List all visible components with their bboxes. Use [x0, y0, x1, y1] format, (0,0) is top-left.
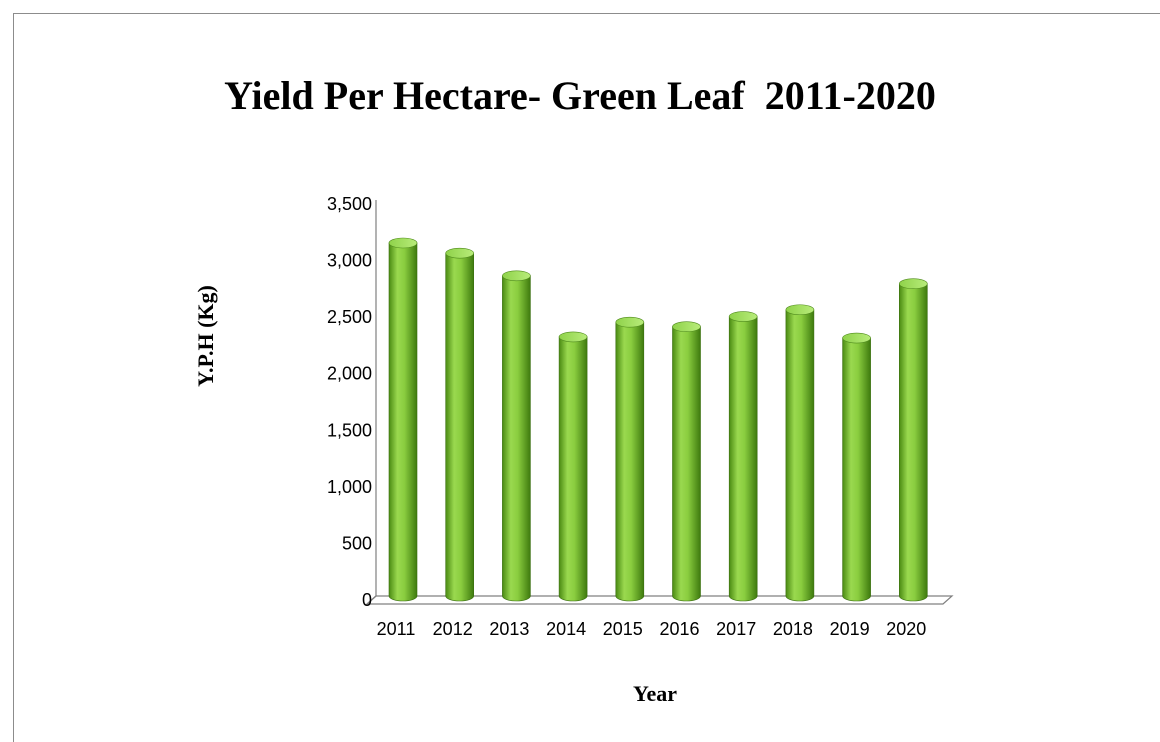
y-tick-label: 500 [342, 533, 372, 553]
bar [785, 304, 815, 602]
bar [502, 270, 531, 602]
y-tick-label: 2,000 [327, 364, 372, 384]
bar [898, 278, 928, 602]
bar [558, 331, 588, 602]
bar-body [502, 275, 531, 602]
bar [672, 321, 701, 602]
y-axis-depth-line [366, 595, 377, 605]
bar-body [445, 252, 474, 602]
bar-cap [502, 270, 531, 282]
bar [445, 247, 475, 602]
chart-title: Yield Per Hectare- Green Leaf 2011-2020 [224, 73, 936, 118]
y-tick-label: 3,000 [327, 251, 372, 271]
x-tick-label: 2018 [773, 619, 813, 639]
bar-cap [445, 247, 475, 259]
bar-body [672, 326, 701, 602]
x-tick-label: 2020 [886, 619, 926, 639]
y-tick-label: 1,500 [327, 420, 372, 440]
bar-body [842, 337, 871, 602]
bar-body [728, 316, 758, 602]
bar [728, 311, 758, 602]
y-tick-label: 0 [362, 590, 372, 610]
bars [388, 237, 928, 602]
y-tick-label: 2,500 [327, 307, 372, 327]
x-tick-label: 2013 [489, 619, 529, 639]
bar [842, 332, 871, 602]
y-tick-labels: 0 500 1,000 1,500 2,000 2,500 3,000 3,500 [327, 194, 372, 610]
bar-cap [672, 321, 701, 333]
x-tick-label: 2017 [716, 619, 756, 639]
bar-body [785, 309, 815, 602]
bar-cap [558, 331, 588, 343]
chart-frame [13, 13, 1160, 742]
x-tick-labels: 2011 2012 2013 2014 2015 2016 2017 2018 2019 2020 [377, 619, 927, 639]
bar-body [615, 321, 645, 602]
bar-body [899, 283, 928, 602]
bar-body [388, 242, 418, 602]
bar-cap [842, 332, 871, 344]
bar-body [558, 336, 588, 602]
x-tick-label: 2014 [546, 619, 586, 639]
y-axis [366, 200, 377, 605]
bar-cap [898, 278, 928, 290]
x-tick-label: 2012 [433, 619, 473, 639]
x-tick-label: 2019 [830, 619, 870, 639]
x-tick-label: 2011 [377, 619, 416, 639]
x-tick-label: 2015 [603, 619, 643, 639]
bar-cap [728, 311, 758, 322]
bar [388, 237, 418, 602]
y-tick-label: 1,000 [327, 477, 372, 497]
y-tick-label: 3,500 [327, 194, 372, 214]
bar-cap [615, 316, 645, 328]
x-axis-title: Year [633, 681, 677, 706]
y-axis-title: Y.P.H (Kg) [193, 285, 218, 387]
bar [615, 316, 645, 602]
x-tick-label: 2016 [659, 619, 699, 639]
bar-cap [785, 304, 815, 316]
bar-cap [388, 237, 418, 249]
